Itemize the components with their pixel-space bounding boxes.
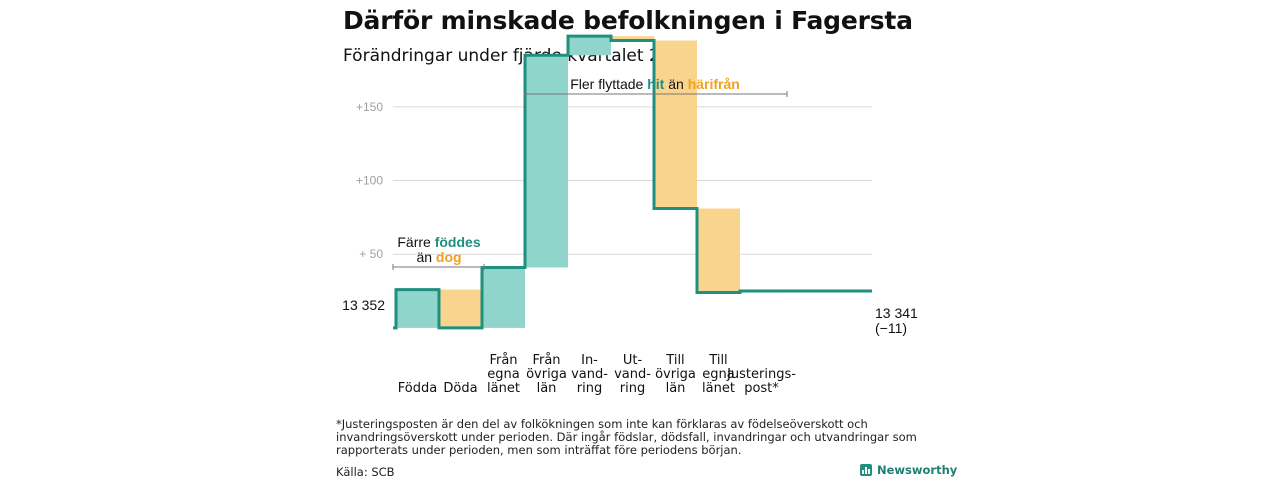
- category-label: In-: [581, 353, 598, 368]
- category-label: vand-: [571, 367, 608, 382]
- births-annotation-line1: Färre föddes: [397, 234, 480, 250]
- migration-annotation: Fler flyttade hit än härifrån: [570, 76, 740, 92]
- category-label: egna: [702, 367, 734, 382]
- category-label: Födda: [398, 381, 437, 396]
- source-label: Källa: SCB: [336, 465, 395, 479]
- y-tick-label: +150: [356, 100, 383, 114]
- chart-title: Därför minskade befolkningen i Fagersta: [343, 6, 913, 35]
- category-label: övriga: [655, 367, 696, 382]
- category-label: ring: [620, 381, 645, 396]
- births-annotation-line2: än dog: [416, 249, 461, 265]
- category-label: Från: [489, 353, 517, 368]
- waterfall-bar: [482, 267, 525, 328]
- brand-logo: Newsworthy: [860, 463, 957, 477]
- y-tick-label: + 50: [359, 247, 383, 261]
- grid-layer: +150 +100 + 50: [356, 100, 872, 261]
- births-bracket: [392, 264, 485, 270]
- category-label: län: [537, 381, 557, 396]
- category-label: Från: [532, 353, 560, 368]
- y-tick-label: +100: [356, 174, 383, 188]
- waterfall-bar: [654, 40, 697, 209]
- waterfall-bar: [697, 208, 740, 293]
- waterfall-bar: [396, 289, 439, 328]
- category-label: övriga: [526, 367, 567, 382]
- category-label: vand-: [614, 367, 651, 382]
- end-change-label: (−11): [875, 320, 907, 336]
- step-line-layer: [393, 34, 872, 330]
- category-label: egna: [487, 367, 519, 382]
- waterfall-chart: +150+100+ 50 Födda DödaFrånegnalänetFrånö…: [342, 34, 918, 396]
- category-label: post*: [744, 381, 779, 396]
- footnote: *Justeringsposten är den del av folkökni…: [336, 417, 917, 457]
- newsworthy-icon: [860, 464, 872, 476]
- category-label: Justerings-: [726, 367, 796, 382]
- category-label: Ut-: [623, 353, 643, 368]
- migration-bracket: [523, 91, 788, 97]
- start-value-label: 13 352: [342, 297, 385, 313]
- category-label: länet: [702, 381, 735, 396]
- brand-name: Newsworthy: [877, 463, 958, 477]
- waterfall-bar: [568, 36, 611, 56]
- category-labels-layer: Födda DödaFrånegnalänetFrånövrigalänIn-va…: [398, 353, 796, 396]
- category-label: Till: [665, 353, 684, 368]
- waterfall-bar: [439, 289, 482, 328]
- step-line: [393, 34, 872, 330]
- end-value-label: 13 341: [875, 305, 918, 321]
- category-label: ring: [577, 381, 602, 396]
- category-label: Döda: [443, 381, 477, 396]
- category-label: län: [666, 381, 686, 396]
- category-label: länet: [487, 381, 520, 396]
- waterfall-bar: [611, 36, 654, 41]
- bars-layer: [396, 36, 783, 328]
- waterfall-bar: [525, 55, 568, 268]
- category-label: Till: [708, 353, 727, 368]
